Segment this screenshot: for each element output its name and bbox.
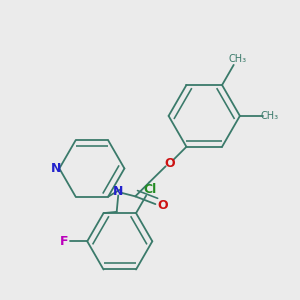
Text: F: F [60, 235, 68, 248]
Text: O: O [157, 199, 168, 212]
Text: CH₃: CH₃ [261, 111, 279, 121]
Text: O: O [164, 157, 175, 170]
Text: Cl: Cl [143, 183, 156, 196]
Text: N: N [113, 185, 123, 198]
Text: CH₃: CH₃ [228, 54, 246, 64]
Text: N: N [50, 162, 61, 175]
